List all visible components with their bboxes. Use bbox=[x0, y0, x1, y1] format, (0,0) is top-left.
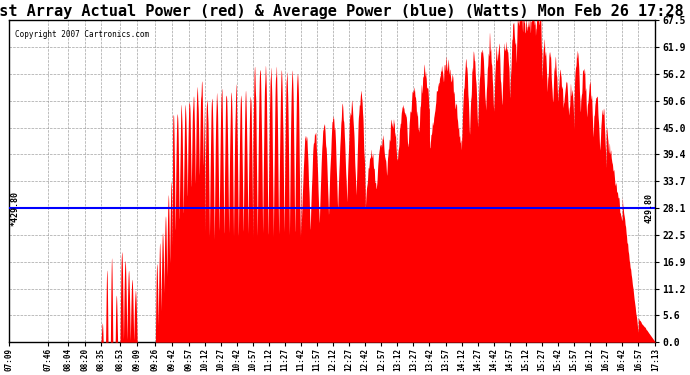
Title: East Array Actual Power (red) & Average Power (blue) (Watts) Mon Feb 26 17:28: East Array Actual Power (red) & Average … bbox=[0, 4, 683, 19]
Text: *429.80: *429.80 bbox=[11, 190, 20, 226]
Text: 429.80: 429.80 bbox=[644, 193, 653, 223]
Text: Copyright 2007 Cartronics.com: Copyright 2007 Cartronics.com bbox=[15, 30, 149, 39]
